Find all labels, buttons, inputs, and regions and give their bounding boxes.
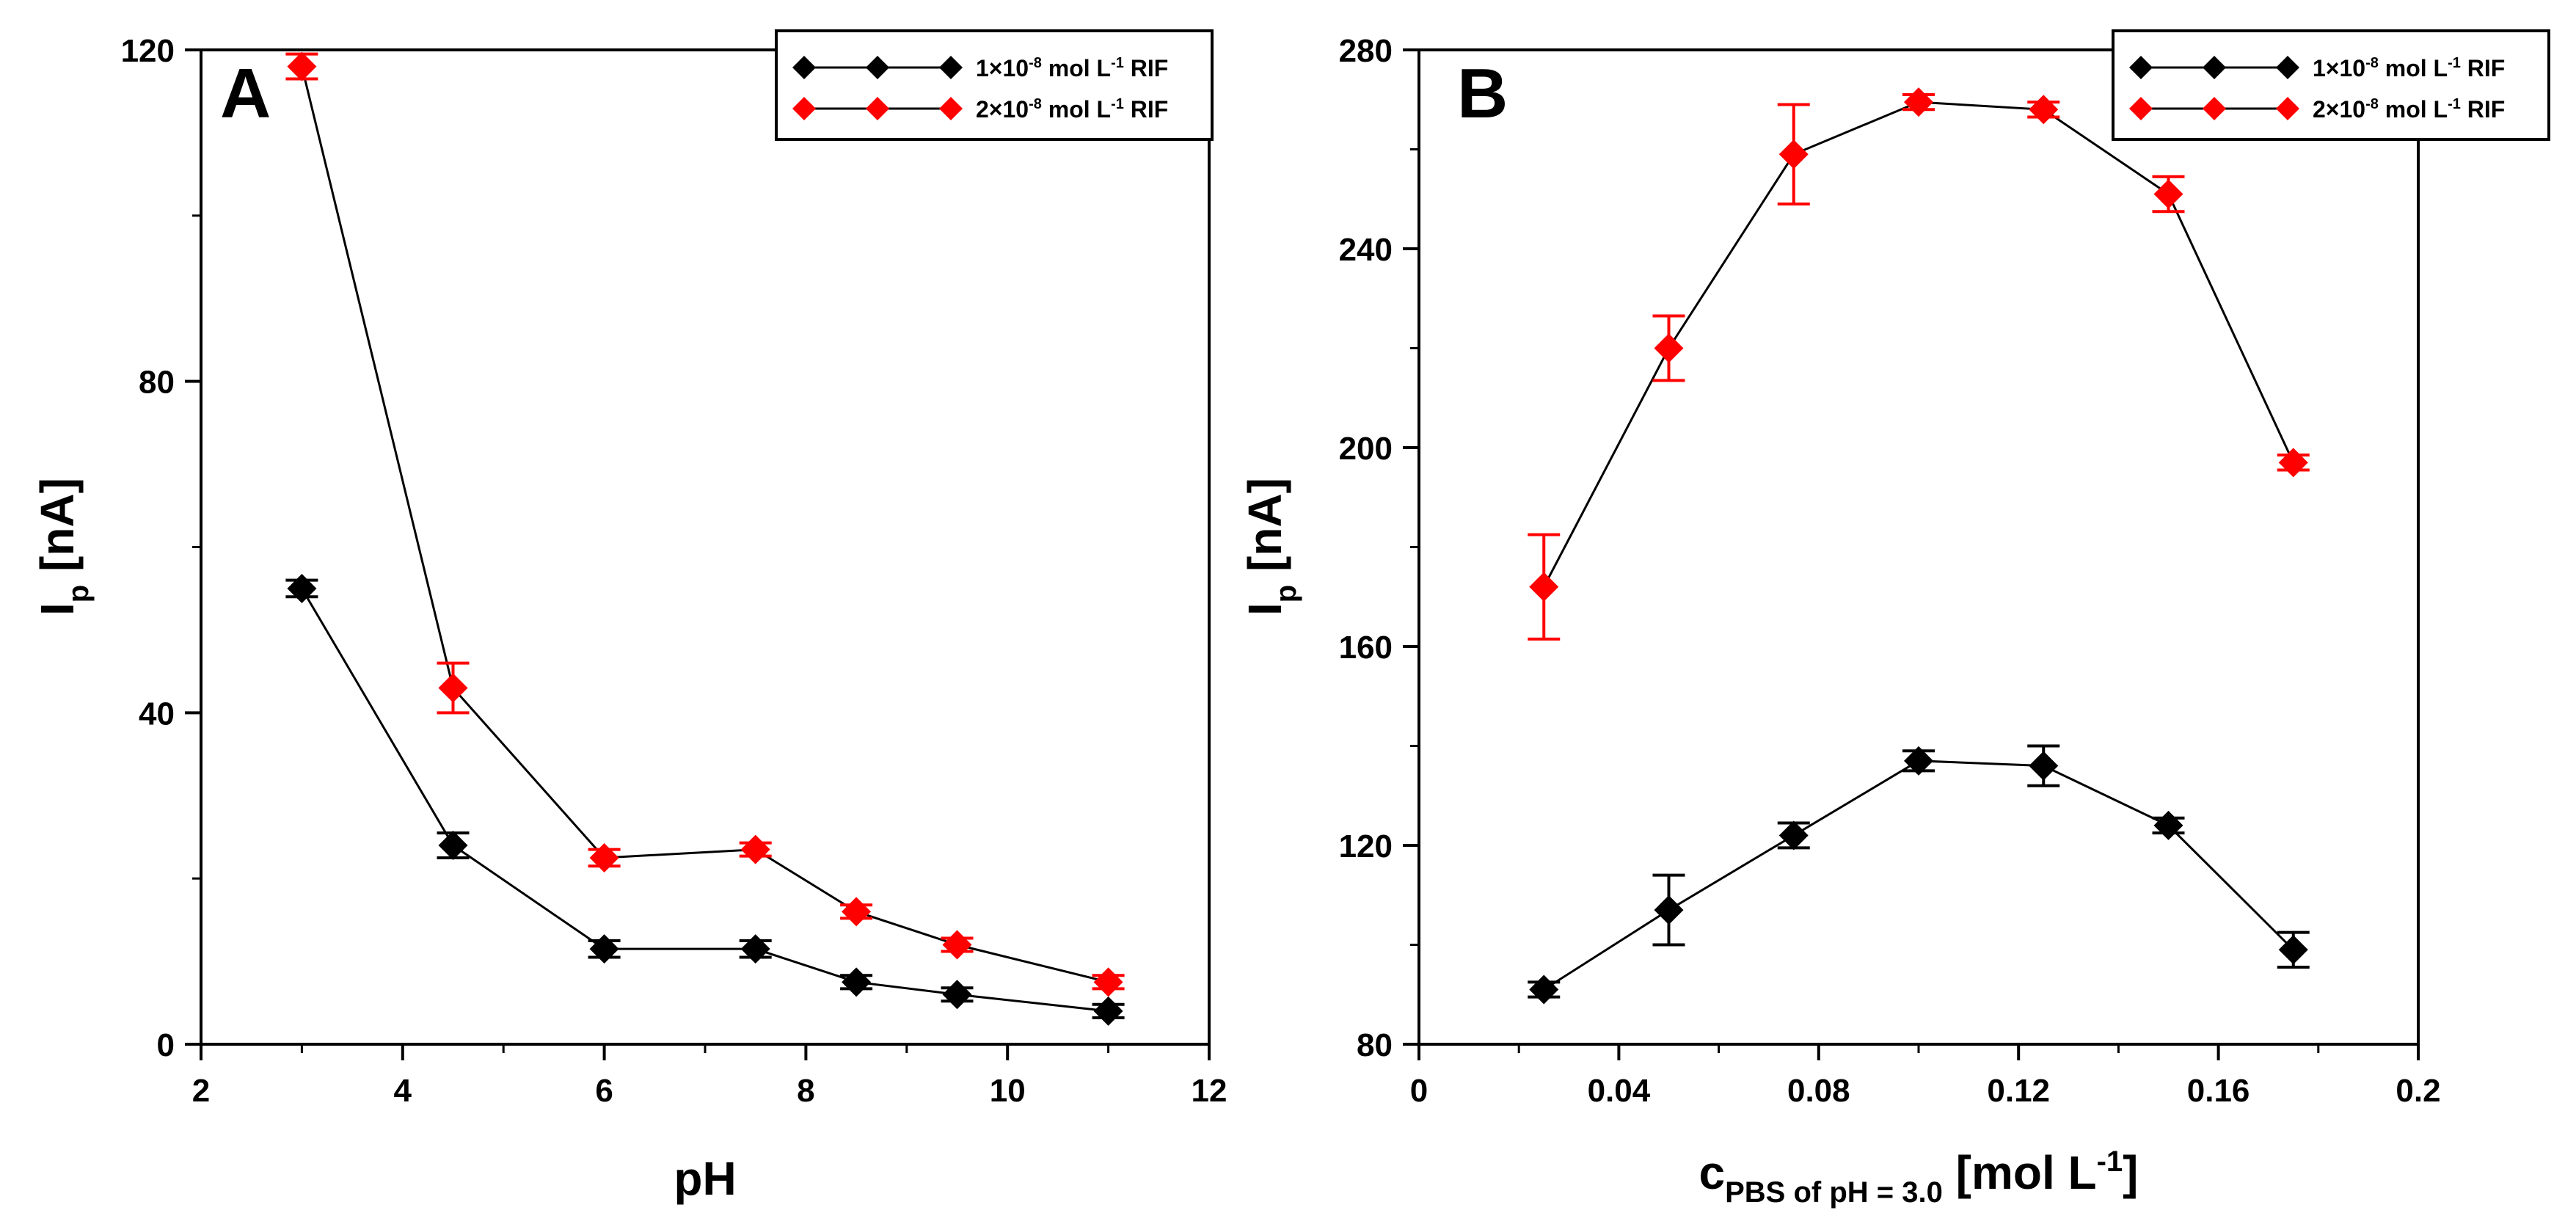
legend-text-2: 2×10-8 mol L-1 RIF — [976, 96, 1168, 123]
panel-a-frame — [200, 48, 1211, 1046]
legend-marker-2a — [792, 97, 816, 120]
x-tick-label: 0 — [1410, 1073, 1428, 1109]
data-point — [287, 573, 317, 603]
y-tick-label: 240 — [1339, 232, 1393, 268]
legend-marker-1a — [2129, 56, 2153, 79]
x-tick-label: 8 — [797, 1073, 814, 1109]
data-point — [1904, 87, 1933, 117]
x-tick-label: 4 — [394, 1073, 412, 1109]
x-tick-label: 0.2 — [2396, 1073, 2440, 1109]
data-point — [1093, 996, 1123, 1026]
data-point — [942, 980, 972, 1010]
y-tick-label: 120 — [1339, 828, 1393, 864]
data-point — [589, 842, 619, 873]
data-point — [2153, 810, 2183, 840]
panel-a-series — [285, 51, 1125, 1026]
data-point — [842, 967, 872, 997]
legend-marker-1a — [792, 56, 816, 79]
data-point — [2029, 95, 2059, 125]
panel-b-series — [1528, 87, 2310, 1005]
data-point — [2153, 179, 2183, 209]
panel-b-frame — [1417, 48, 2420, 1046]
data-point — [1654, 333, 1684, 363]
data-point — [2278, 448, 2308, 478]
x-tick-label: 0.12 — [1987, 1073, 2050, 1109]
data-point — [942, 930, 972, 960]
panel-a-label: A — [220, 54, 271, 133]
panel-a-ylabel: Ip [nA] — [31, 478, 95, 616]
data-point — [842, 897, 872, 927]
data-point — [438, 831, 468, 860]
y-tick-label: 200 — [1339, 431, 1393, 467]
data-point — [1904, 746, 1933, 776]
legend-marker-2c — [939, 97, 963, 120]
panel-a-legend: 1×10-8 mol L-1 RIF 2×10-8 mol L-1 RIF — [775, 29, 1214, 141]
panel-a-legend-entry-1: 1×10-8 mol L-1 RIF — [792, 55, 1168, 81]
data-point — [438, 673, 468, 703]
series-line-2 — [1542, 101, 2295, 588]
panel-a-legend-entry-2: 2×10-8 mol L-1 RIF — [792, 96, 1168, 123]
y-tick-label: 160 — [1339, 630, 1393, 666]
data-point — [740, 834, 770, 864]
panel-b-legend-entry-2: 2×10-8 mol L-1 RIF — [2129, 96, 2505, 123]
data-point — [2278, 935, 2308, 965]
legend-marker-2b — [866, 97, 889, 120]
data-point — [1529, 572, 1559, 602]
legend-text-2: 2×10-8 mol L-1 RIF — [2313, 96, 2505, 123]
y-tick-label: 40 — [139, 696, 175, 732]
data-point — [1093, 967, 1123, 997]
panel-a-xlabel: pH — [674, 1152, 736, 1205]
data-point — [1778, 820, 1809, 850]
legend-marker-1b — [2203, 56, 2226, 79]
y-tick-label: 0 — [157, 1027, 175, 1063]
x-tick-label: 10 — [990, 1073, 1026, 1109]
legend-marker-1b — [866, 56, 889, 79]
legend-marker-2b — [2203, 97, 2226, 120]
series-line-1 — [301, 588, 1109, 1013]
panel-b-legend-entry-1: 1×10-8 mol L-1 RIF — [2129, 55, 2505, 81]
x-tick-label: 0.16 — [2187, 1073, 2250, 1109]
panel-b-legend-box — [2112, 29, 2550, 141]
panel-b-legend: 1×10-8 mol L-1 RIF 2×10-8 mol L-1 RIF — [2112, 29, 2550, 141]
data-point — [589, 934, 619, 964]
data-point — [1529, 975, 1559, 1005]
legend-marker-2a — [2129, 97, 2153, 120]
x-tick-label: 2 — [192, 1073, 210, 1109]
y-tick-label: 80 — [139, 365, 175, 401]
y-tick-label: 120 — [121, 33, 175, 69]
panel-b-xlabel: cPBS of pH = 3.0 [mol L-1] — [1699, 1145, 2139, 1209]
legend-text-1: 1×10-8 mol L-1 RIF — [976, 55, 1168, 81]
series-line-2 — [300, 66, 1109, 983]
x-tick-label: 0.08 — [1787, 1073, 1850, 1109]
panel-b-ticks: 0 0.04 0.08 0.12 0.16 0.2 80 120 160 200 240 280 — [1339, 33, 2441, 1109]
legend-marker-1c — [939, 56, 963, 79]
panel-a-legend-box — [775, 29, 1214, 141]
legend-marker-2c — [2276, 97, 2299, 120]
y-tick-label: 80 — [1357, 1027, 1393, 1063]
data-point — [287, 51, 317, 81]
data-point — [1778, 139, 1809, 170]
x-tick-label: 0.04 — [1588, 1073, 1651, 1109]
data-point — [740, 934, 770, 964]
x-tick-label: 6 — [595, 1073, 613, 1109]
legend-marker-1c — [2276, 56, 2299, 79]
x-tick-label: 12 — [1192, 1073, 1227, 1109]
data-point — [2029, 751, 2059, 781]
panel-b-label: B — [1457, 54, 1508, 133]
data-point — [1654, 895, 1684, 925]
y-tick-label: 280 — [1339, 33, 1393, 69]
legend-text-1: 1×10-8 mol L-1 RIF — [2313, 55, 2505, 81]
panel-b-ylabel: Ip [nA] — [1238, 478, 1302, 616]
